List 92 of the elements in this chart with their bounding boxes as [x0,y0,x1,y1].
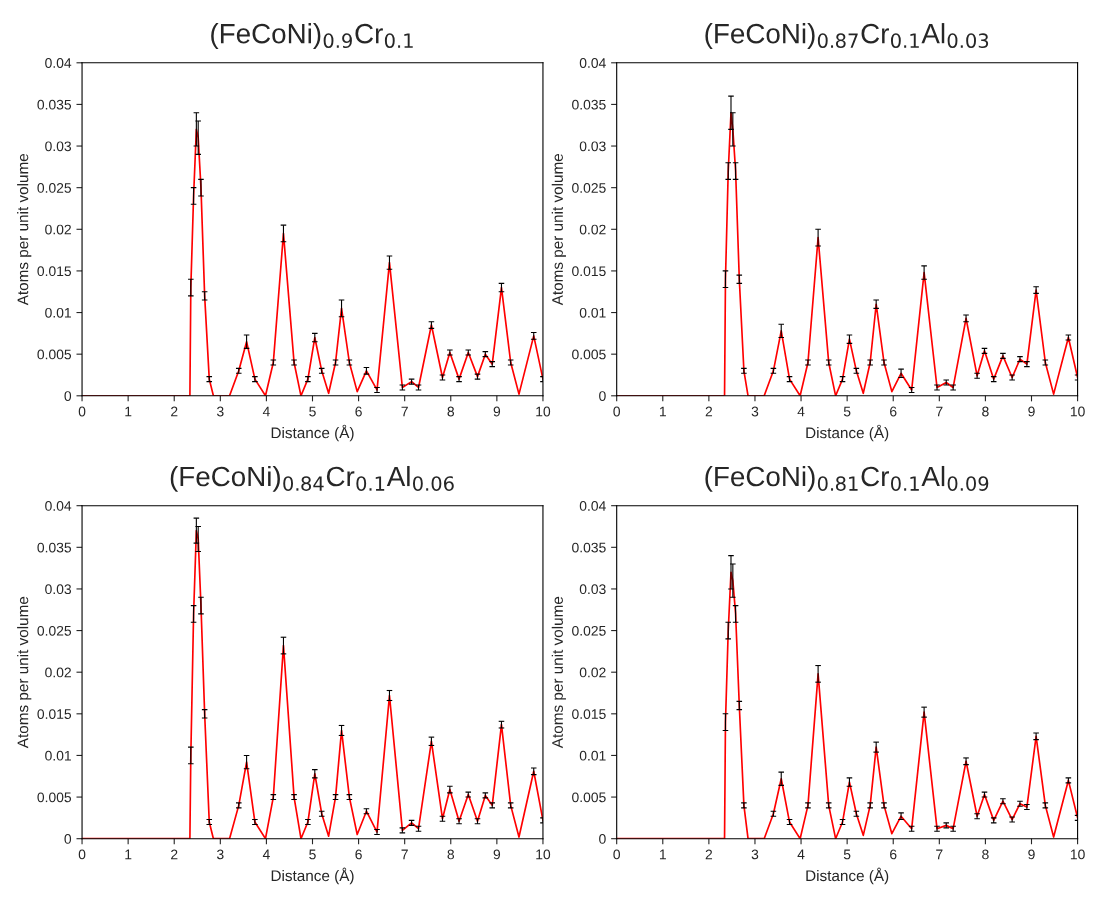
y-tick-label: 0.015 [37,266,72,277]
x-tick-label: 7 [936,849,943,860]
x-tick-label: 10 [536,849,551,860]
x-tick-label: 8 [982,406,989,417]
x-tick-label: 9 [1028,849,1035,860]
y-tick-label: 0.005 [572,349,606,360]
y-tick-label: 0 [599,834,606,844]
x-tick-label: 2 [171,406,178,417]
y-tick-label: 0.02 [45,224,71,235]
y-tick-label: 0.01 [579,750,606,761]
x-axis-title: Distance (Å) [806,424,889,442]
y-axis-title: Atoms per unit volume [551,596,566,749]
y-tick-label: 0.02 [579,224,606,235]
chart-title: (FeCoNi)$_{0.81}$Cr$_{0.1}$Al$_{0.09}$ [705,465,989,492]
y-tick-label: 0.025 [572,625,606,636]
x-tick-label: 2 [705,849,713,860]
y-tick-label: 0.035 [37,542,72,553]
y-tick-label: 0.035 [572,542,606,553]
x-tick-label: 0 [613,849,621,860]
y-tick-label: 0.02 [579,667,606,678]
chart-title: (FeCoNi)$_{0.84}$Cr$_{0.1}$Al$_{0.06}$ [170,465,454,492]
y-tick-label: 0.01 [45,750,71,761]
x-tick-label: 5 [309,406,316,417]
x-tick-label: 3 [751,406,759,417]
x-tick-label: 1 [659,406,666,417]
y-tick-label: 0.005 [37,349,72,360]
y-tick-label: 0.035 [37,99,72,110]
x-tick-label: 4 [262,406,270,417]
x-tick-label: 1 [659,849,666,860]
y-tick-label: 0.005 [37,792,72,803]
y-tick-label: 0.03 [45,141,72,152]
y-tick-label: 0.03 [579,141,606,152]
y-tick-label: 0.025 [37,625,72,636]
x-tick-label: 10 [536,406,551,417]
x-axis-title: Distance (Å) [271,867,354,885]
x-tick-label: 9 [493,406,501,417]
x-tick-label: 4 [797,406,805,417]
x-tick-label: 2 [705,406,713,417]
y-tick-label: 0.03 [579,584,606,595]
x-tick-label: 10 [1070,406,1085,417]
y-tick-label: 0.015 [37,709,72,719]
x-tick-label: 3 [216,406,224,417]
x-tick-label: 5 [843,406,851,417]
y-tick-label: 0 [599,391,606,401]
x-axis-title: Distance (Å) [271,424,354,442]
y-tick-label: 0.015 [572,266,606,277]
y-tick-label: 0.015 [572,709,606,719]
x-tick-label: 8 [982,849,989,860]
y-tick-label: 0.01 [45,307,71,318]
y-tick-label: 0.025 [572,183,606,193]
y-axis-title: Atoms per unit volume [17,153,32,306]
y-axis-title: Atoms per unit volume [17,596,32,749]
x-tick-label: 5 [309,849,316,860]
x-tick-label: 4 [797,849,805,860]
x-tick-label: 10 [1070,849,1085,860]
x-tick-label: 1 [125,849,132,860]
x-tick-label: 6 [890,849,897,860]
x-tick-label: 8 [447,406,455,417]
x-tick-label: 6 [355,406,362,417]
x-tick-label: 5 [843,849,851,860]
x-tick-label: 6 [890,406,897,417]
y-tick-label: 0.04 [45,501,72,511]
y-tick-label: 0.01 [579,307,606,318]
y-tick-label: 0 [64,834,72,844]
y-tick-label: 0.02 [45,667,71,678]
x-tick-label: 2 [171,849,178,860]
y-tick-label: 0 [64,391,72,401]
x-tick-label: 7 [936,406,943,417]
y-tick-label: 0.04 [579,501,606,511]
chart-title: (FeCoNi)$_{0.87}$Cr$_{0.1}$Al$_{0.03}$ [705,23,989,49]
y-tick-label: 0.025 [37,183,72,193]
x-tick-label: 3 [216,849,224,860]
x-tick-label: 0 [613,406,621,417]
x-tick-label: 0 [78,406,86,417]
y-tick-label: 0.04 [45,58,72,68]
x-tick-label: 8 [447,849,455,860]
y-tick-label: 0.03 [45,584,72,595]
x-tick-label: 4 [262,849,270,860]
chart-title: (FeCoNi)$_{0.9}$Cr$_{0.1}$ [211,23,413,49]
x-tick-label: 9 [1028,406,1035,417]
x-tick-label: 0 [78,849,86,860]
x-tick-label: 7 [401,849,408,860]
x-tick-label: 6 [355,849,362,860]
x-axis-title: Distance (Å) [806,867,889,885]
x-tick-label: 3 [751,849,759,860]
y-tick-label: 0.035 [572,99,606,110]
y-tick-label: 0.04 [579,58,606,68]
y-tick-label: 0.005 [572,792,606,803]
x-tick-label: 9 [493,849,501,860]
y-axis-title: Atoms per unit volume [551,153,566,306]
x-tick-label: 7 [401,406,408,417]
x-tick-label: 1 [125,406,132,417]
